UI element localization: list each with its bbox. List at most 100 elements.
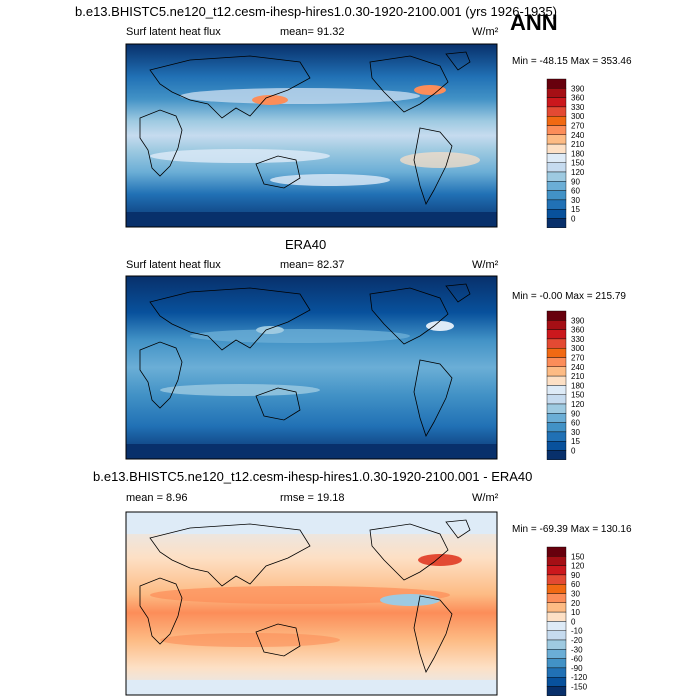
colorbar-tick-label: 330 xyxy=(571,103,585,112)
panel-diff-band xyxy=(150,586,450,604)
colorbar-tick-label: 0 xyxy=(571,617,576,626)
colorbar-swatch xyxy=(546,310,567,321)
panel-model-map xyxy=(126,51,497,227)
colorbar-swatch xyxy=(546,88,567,98)
colorbar-tick-label: 210 xyxy=(571,140,585,149)
colorbar-swatch xyxy=(546,677,567,687)
panel-obs-units: W/m² xyxy=(472,259,499,271)
colorbar-tick-label: -20 xyxy=(571,636,583,645)
colorbar-swatch xyxy=(546,338,567,349)
colorbar-swatch xyxy=(546,658,567,669)
colorbar-swatch xyxy=(546,190,567,201)
colorbar-tick-label: 360 xyxy=(571,94,585,103)
panel-obs-frame xyxy=(125,275,498,460)
colorbar-tick-label: 90 xyxy=(571,571,580,580)
colorbar-tick-label: 30 xyxy=(571,428,580,437)
colorbar-tick-label: 240 xyxy=(571,363,585,372)
colorbar-swatch xyxy=(546,639,567,650)
panel-obs-map xyxy=(126,283,497,459)
colorbar-swatch xyxy=(546,97,567,108)
colorbar-tick-label: 150 xyxy=(571,391,585,400)
colorbar-tick-label: 60 xyxy=(571,580,580,589)
colorbar-swatch xyxy=(546,125,567,136)
panel-diff-units: W/m² xyxy=(472,492,499,504)
colorbar-tick-label: 300 xyxy=(571,112,585,121)
colorbar-tick-label: 390 xyxy=(571,84,585,93)
colorbar-tick-label: 390 xyxy=(571,316,585,325)
colorbar-tick-label: -150 xyxy=(571,683,588,692)
colorbar-swatch xyxy=(546,320,567,330)
colorbar-swatch xyxy=(546,385,567,395)
panel-diff-frame xyxy=(125,511,498,696)
colorbar-swatch xyxy=(546,208,567,219)
colorbar-tick-label: -90 xyxy=(571,664,583,673)
colorbar-swatch xyxy=(546,602,567,613)
panel-obs-title: ERA40 xyxy=(285,237,326,252)
colorbar-swatch xyxy=(546,115,567,126)
panel-obs-minmax: Min = -0.00 Max = 215.79 xyxy=(512,291,626,302)
panel-diff-minmax: Min = -69.39 Max = 130.16 xyxy=(512,524,632,535)
colorbar-tick-label: 120 xyxy=(571,400,585,409)
colorbar-tick-label: 90 xyxy=(571,409,580,418)
colorbar-tick-label: 15 xyxy=(571,437,580,446)
colorbar-swatch xyxy=(546,686,567,697)
panel-model-units: W/m² xyxy=(472,26,499,38)
colorbar-tick-label: 180 xyxy=(571,149,585,158)
panel-diff-rmse: rmse = 19.18 xyxy=(280,492,345,504)
colorbar-tick-label: 20 xyxy=(571,599,580,608)
colorbar-swatch xyxy=(546,403,567,414)
colorbar-tick-label: 0 xyxy=(571,215,576,224)
colorbar-tick-label: 30 xyxy=(571,590,580,599)
panel-diff-title: b.e13.BHISTC5.ne120_t12.cesm-ihesp-hires… xyxy=(93,469,532,484)
colorbar-tick-label: 60 xyxy=(571,187,580,196)
colorbar-tick-label: 270 xyxy=(571,354,585,363)
panel-model: b.e13.BHISTC5.ne120_t12.cesm-ihesp-hires… xyxy=(75,4,632,229)
colorbar-tick-label: 300 xyxy=(571,344,585,353)
panel-diff-map xyxy=(126,512,497,695)
colorbar-swatch xyxy=(546,450,567,461)
colorbar-swatch xyxy=(546,441,567,451)
panel-diff-mean: mean = 8.96 xyxy=(126,492,187,504)
colorbar-swatch xyxy=(546,171,567,182)
colorbar-tick-label: 120 xyxy=(571,562,585,571)
panel-model-mean: mean= 91.32 xyxy=(280,26,345,38)
panel-obs-variable: Surf latent heat flux xyxy=(126,259,221,271)
colorbar-swatch xyxy=(546,593,567,604)
colorbar-swatch xyxy=(546,78,567,89)
colorbar-swatch xyxy=(546,153,567,163)
colorbar-tick-label: 150 xyxy=(571,552,585,561)
panel-diff-band xyxy=(160,633,340,647)
colorbar-tick-label: 60 xyxy=(571,419,580,428)
colorbar-swatch xyxy=(546,394,567,405)
colorbar-tick-label: 120 xyxy=(571,168,585,177)
colorbar-swatch xyxy=(546,218,567,229)
colorbar-swatch xyxy=(546,199,567,210)
colorbar-swatch xyxy=(546,574,567,585)
colorbar-swatch xyxy=(546,413,567,423)
colorbar-tick-label: 10 xyxy=(571,608,580,617)
season-label: ANN xyxy=(510,10,558,35)
colorbar-tick-label: -30 xyxy=(571,645,583,654)
panel-model-frame xyxy=(125,43,498,228)
colorbar-swatch xyxy=(546,106,567,117)
colorbar-swatch xyxy=(546,667,567,678)
colorbar-swatch xyxy=(546,584,567,594)
colorbar-swatch xyxy=(546,621,567,631)
panel-diff: b.e13.BHISTC5.ne120_t12.cesm-ihesp-hires… xyxy=(93,469,632,697)
colorbar-swatch xyxy=(546,366,567,377)
colorbar-swatch xyxy=(546,630,567,641)
colorbar-swatch xyxy=(546,611,567,622)
colorbar-swatch xyxy=(546,649,567,659)
colorbar-swatch xyxy=(546,556,567,566)
colorbar-tick-label: 240 xyxy=(571,131,585,140)
panel-model-minmax: Min = -48.15 Max = 353.46 xyxy=(512,56,632,67)
colorbar-swatch xyxy=(546,143,567,154)
colorbar-swatch xyxy=(546,431,567,442)
colorbar-swatch xyxy=(546,181,567,191)
panel-obs-mean: mean= 82.37 xyxy=(280,259,345,271)
colorbar-swatch xyxy=(546,565,567,576)
